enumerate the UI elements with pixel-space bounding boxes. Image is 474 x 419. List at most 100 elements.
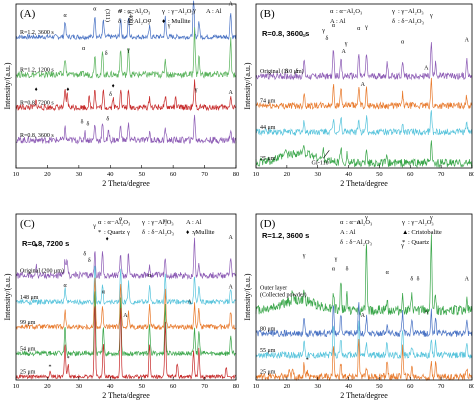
peak-label: α [164, 218, 168, 224]
x-tick-label: 40 [345, 383, 352, 390]
legend-symbol: δ [340, 239, 343, 246]
x-tick-label: 20 [44, 171, 51, 178]
condition-label: R=0.8, 3600 s [262, 29, 309, 38]
series-line [255, 42, 473, 81]
peak-label: A [361, 313, 366, 319]
x-tick-label: 10 [13, 383, 20, 390]
peak-label: δ [88, 258, 91, 264]
panel-label: (B) [260, 8, 275, 20]
legend-symbol: δ [142, 229, 145, 236]
peak-label: A [123, 313, 128, 319]
x-tick-label: 60 [170, 383, 177, 390]
peak-label: * [48, 364, 51, 370]
x-tick-label: 60 [407, 383, 414, 390]
x-tick-label: 20 [44, 383, 51, 390]
peak-label: α [357, 220, 361, 226]
series-line [15, 277, 237, 331]
x-tick-label: 70 [438, 383, 445, 390]
x-axis-label: 2 Theta/degree [340, 179, 388, 188]
legend: α: α−Al₂O₃ γ: γ−Al₂O₃ A: Al*: Quartz δ: δ−A… [98, 219, 215, 236]
legend-entry: : γ−Al₂O₃ [398, 8, 424, 15]
y-axis-label: Intensity/(a.u.) [3, 273, 12, 320]
peak-label: α [119, 8, 123, 14]
series-line [255, 338, 473, 382]
peak-label: γ [192, 230, 196, 236]
peak-label: γ [92, 223, 96, 229]
peak-label: ♦ [106, 237, 109, 243]
peak-label: A [228, 235, 233, 241]
peak-label: A [465, 38, 470, 44]
legend-entry: : δ−Al₂O₃ [148, 229, 174, 236]
legend-symbol: ▲ [402, 229, 408, 236]
series-line [255, 320, 473, 360]
peak-label: α [119, 217, 123, 223]
legend-entry: : Al [336, 18, 346, 25]
legend-symbol: A [186, 219, 191, 226]
x-tick-label: 20 [284, 171, 291, 178]
series-label: R=0.8, 3600 s [20, 133, 54, 139]
x-tick-label: 80 [233, 383, 240, 390]
legend-symbol: A [206, 8, 211, 15]
x-tick-label: 50 [376, 383, 383, 390]
series-line [255, 140, 473, 169]
legend-symbol: δ [118, 18, 121, 25]
panel-label: (C) [20, 218, 35, 230]
x-tick-label: 50 [376, 171, 383, 178]
peak-label: γ [194, 87, 198, 93]
legend-symbol: * [98, 229, 101, 236]
legend-entry: : γ−Al₂O₃ [148, 219, 174, 226]
series-line [15, 27, 236, 79]
series-line [15, 291, 237, 357]
legend-entry: : Mullite [168, 18, 191, 25]
peak-label: * [67, 356, 70, 362]
series-label: (Collected powder) [260, 291, 306, 298]
x-tick-label: 70 [201, 383, 208, 390]
series-label: R=1.2, 3600 s [20, 30, 54, 36]
legend-entry: : Al [192, 219, 202, 226]
legend-symbol: γ [141, 219, 145, 226]
peak-label: δ [285, 69, 288, 75]
peak-label: δ [106, 116, 109, 122]
x-tick-label: 70 [201, 171, 208, 178]
x-tick-label: 60 [170, 171, 177, 178]
legend-entry: : α−Al₂O₃ [346, 219, 372, 226]
series-label: Outer layer [260, 285, 287, 291]
legend-symbol: α [118, 8, 122, 15]
series-line [255, 77, 473, 111]
peak-label: γ [400, 243, 404, 249]
series-label: Original (110 μm) [260, 68, 304, 75]
series-label: R=1.2, 1200 s [20, 68, 54, 74]
condition-label: R=0.8, 7200 s [22, 239, 69, 248]
peak-label: α [82, 46, 86, 52]
legend-symbol: γ [391, 8, 395, 15]
y-axis-label: Intensity/(a.u.) [3, 62, 12, 109]
series-line [15, 306, 237, 380]
x-tick-label: 30 [76, 171, 83, 178]
x-tick-label: 60 [407, 171, 414, 178]
legend-entry: : δ−Al₂O₃ [346, 239, 372, 246]
legend-symbol: α [340, 219, 344, 226]
legend-symbol: * [402, 239, 405, 246]
series-line [255, 234, 473, 317]
legend-symbol: α [98, 219, 102, 226]
legend-entry: : Mullite [192, 229, 215, 236]
y-axis-label: Intensity/(a.u.) [243, 62, 252, 109]
legend-symbol: α [330, 8, 334, 15]
plot-frame [255, 3, 473, 169]
legend-entry: : δ−Al₂O₃ [398, 18, 424, 25]
legend-symbol: ♦ [162, 18, 166, 25]
legend-entry: : Al [212, 8, 222, 15]
series-label: 25 μm [20, 370, 36, 376]
x-axis-label: 2 Theta/degree [340, 391, 388, 400]
x-tick-label: 40 [345, 171, 352, 178]
series-line [15, 0, 237, 41]
peak-label: γ [126, 230, 130, 236]
plot-frame [15, 3, 237, 169]
peak-label: α [148, 18, 152, 24]
legend-symbol: ♦ [186, 229, 190, 236]
peak-label: γ [334, 256, 338, 262]
series-label: 44 μm [260, 125, 276, 131]
x-axis-label: 2 Theta/degree [102, 391, 150, 400]
